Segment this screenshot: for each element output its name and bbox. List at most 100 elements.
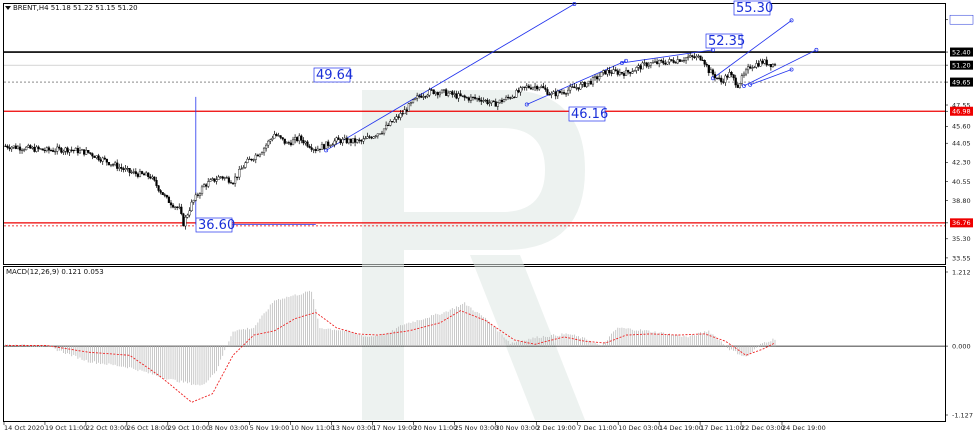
candle-body bbox=[351, 138, 355, 143]
candle-body bbox=[184, 217, 187, 227]
channel-anchor-point bbox=[789, 67, 794, 72]
candle-body bbox=[333, 140, 336, 145]
candle-body bbox=[575, 87, 578, 89]
candle-body bbox=[372, 136, 375, 139]
candle-body bbox=[205, 184, 208, 187]
candle-body bbox=[89, 152, 92, 154]
candle-body bbox=[287, 142, 290, 144]
candle-body bbox=[382, 128, 386, 134]
candle-body bbox=[265, 144, 268, 149]
candle-body bbox=[407, 103, 410, 112]
candle-body bbox=[157, 185, 160, 191]
candle-body bbox=[246, 158, 249, 163]
candle-body bbox=[753, 66, 756, 69]
candle-body bbox=[347, 139, 350, 144]
candle-body bbox=[211, 178, 214, 181]
symbol-header: BRENT,H4 51.18 51.22 51.15 51.20 bbox=[13, 4, 138, 12]
candle-body bbox=[182, 213, 185, 227]
candle-body bbox=[765, 59, 768, 66]
candle-body bbox=[624, 70, 628, 76]
candle-body bbox=[507, 96, 510, 99]
candle-body bbox=[345, 137, 348, 144]
candle-body bbox=[109, 164, 113, 166]
candle-body bbox=[176, 206, 179, 208]
candle-body bbox=[219, 176, 222, 178]
candle-body bbox=[664, 62, 667, 65]
candle-body bbox=[101, 157, 104, 162]
candle-body bbox=[744, 69, 748, 75]
candle-body bbox=[178, 206, 181, 208]
price-annotation-label: 55.30 bbox=[736, 1, 773, 16]
candle-body bbox=[192, 200, 195, 203]
candle-body bbox=[163, 194, 166, 196]
chevron-down-icon[interactable] bbox=[5, 6, 11, 10]
candle-body bbox=[93, 155, 96, 158]
y-tick-label: 44.05 bbox=[952, 140, 971, 148]
candle-body bbox=[426, 94, 429, 97]
candle-body bbox=[291, 139, 295, 146]
candle-body bbox=[87, 150, 90, 153]
candle-body bbox=[451, 91, 454, 95]
candle-body bbox=[300, 135, 303, 141]
candle-body bbox=[320, 144, 324, 150]
candle-body bbox=[554, 91, 557, 97]
candle-body bbox=[544, 87, 547, 90]
channel-anchor-point bbox=[789, 18, 794, 23]
channel-anchor-point bbox=[710, 76, 715, 81]
candle-body bbox=[622, 73, 626, 76]
candle-body bbox=[529, 87, 533, 90]
candle-body bbox=[629, 71, 632, 74]
x-tick-label: 30 Nov 03:00 bbox=[495, 424, 539, 432]
candle-body bbox=[610, 72, 613, 74]
candle-body bbox=[546, 89, 549, 95]
candle-body bbox=[653, 61, 657, 63]
candle-body bbox=[298, 135, 301, 142]
candle-body bbox=[107, 162, 111, 166]
candle-body bbox=[397, 116, 400, 118]
price-tag bbox=[950, 77, 973, 87]
candle-body bbox=[147, 172, 150, 177]
candle-body bbox=[457, 93, 460, 99]
candle-body bbox=[424, 96, 427, 98]
candle-body bbox=[105, 158, 108, 163]
candle-body bbox=[620, 71, 624, 74]
candle-body bbox=[248, 158, 251, 160]
candle-body bbox=[699, 55, 702, 61]
candle-body bbox=[240, 168, 243, 170]
candle-body bbox=[428, 89, 431, 96]
candle-body bbox=[540, 86, 543, 88]
candle-body bbox=[202, 184, 206, 188]
candle-body bbox=[378, 133, 382, 135]
candle-body bbox=[29, 145, 32, 149]
candle-body bbox=[720, 77, 723, 82]
candle-body bbox=[258, 153, 262, 157]
candle-body bbox=[730, 72, 733, 75]
candle-body bbox=[680, 60, 684, 62]
x-tick-label: 17 Nov 19:00 bbox=[373, 424, 417, 432]
candle-body bbox=[97, 155, 100, 160]
candle-body bbox=[674, 62, 677, 64]
candle-body bbox=[612, 69, 615, 74]
candle-body bbox=[190, 201, 193, 212]
price-annotation-box bbox=[733, 0, 771, 16]
macd-y-tick-label: 0.000 bbox=[952, 342, 971, 350]
candle-body bbox=[519, 87, 522, 93]
candle-body bbox=[564, 93, 568, 95]
candle-body bbox=[188, 210, 191, 216]
candle-body bbox=[95, 155, 98, 158]
x-tick-label: 5 Nov 19:00 bbox=[250, 424, 290, 432]
candle-body bbox=[196, 194, 199, 196]
candle-body bbox=[689, 55, 692, 58]
candle-body bbox=[91, 153, 94, 157]
candle-body bbox=[478, 98, 481, 101]
candle-body bbox=[366, 136, 369, 139]
candle-body bbox=[769, 63, 772, 68]
candle-body bbox=[697, 55, 700, 57]
candle-body bbox=[771, 64, 775, 68]
candle-body bbox=[16, 146, 20, 149]
candle-body bbox=[262, 147, 266, 153]
price-tag bbox=[950, 218, 973, 228]
candle-body bbox=[401, 113, 404, 115]
candle-body bbox=[715, 77, 719, 79]
candle-body bbox=[666, 61, 669, 65]
